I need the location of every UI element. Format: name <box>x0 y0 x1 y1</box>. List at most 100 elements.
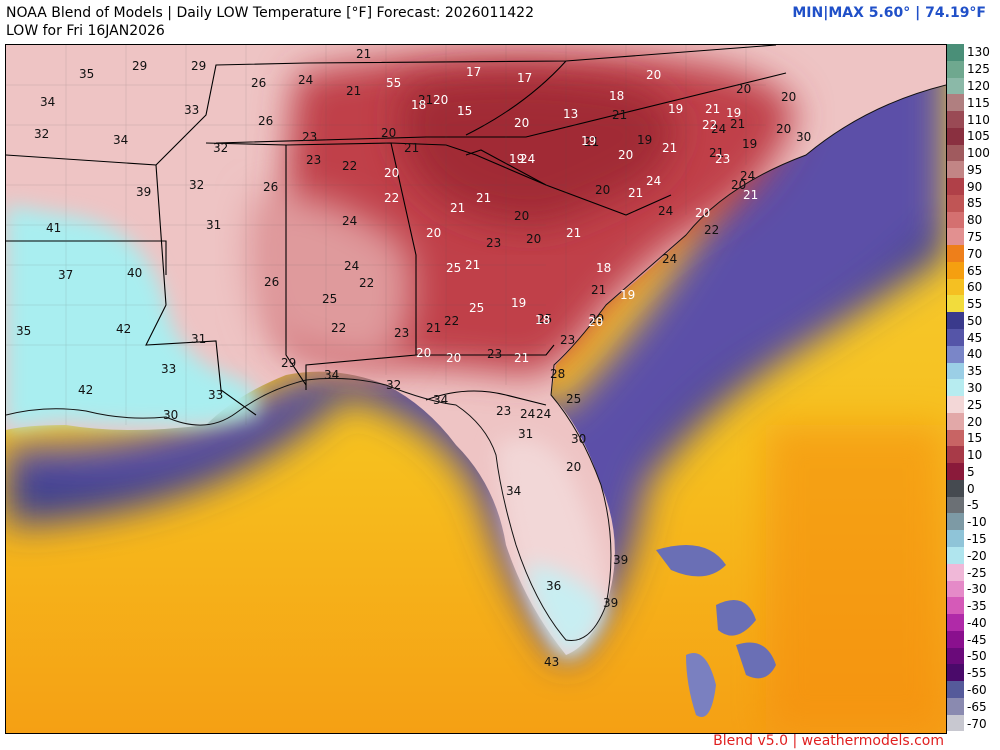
temperature-value: 19 <box>637 133 652 147</box>
scale-swatch <box>947 681 964 698</box>
temperature-value: 18 <box>609 89 624 103</box>
color-scale: 130 125 120 115 110 105 100 95 90 85 80 75 70 65 60 55 5… <box>947 44 1000 732</box>
scale-label: 5 <box>967 464 975 479</box>
scale-label: -35 <box>967 599 987 614</box>
scale-label: 20 <box>967 414 983 429</box>
temperature-value: 21 <box>612 108 627 122</box>
scale-swatch <box>947 597 964 615</box>
scale-label: 25 <box>967 397 983 412</box>
map-canvas: 21 29 29 35 34 33 32 34 39 41 37 40 35 42 42 33 30 31 31 32… <box>6 45 946 733</box>
temperature-value: 20 <box>514 116 529 130</box>
scale-swatch <box>947 345 964 363</box>
scale-label: 80 <box>967 213 983 228</box>
scale-swatch <box>947 446 964 464</box>
islands <box>656 545 776 717</box>
scale-swatch <box>947 261 964 279</box>
temperature-value: 31 <box>206 218 221 232</box>
scale-swatch <box>947 563 964 581</box>
scale-label: -10 <box>967 515 987 530</box>
temperature-value: 43 <box>544 655 559 669</box>
coastlines <box>6 84 946 642</box>
temperature-value: 20 <box>566 460 581 474</box>
temperature-value: 30 <box>796 130 811 144</box>
temperature-value: 24 <box>646 174 661 188</box>
color-scale-bar <box>947 44 964 732</box>
temperature-value: 42 <box>78 383 93 397</box>
temperature-value: 21 <box>662 141 677 155</box>
credit-text: Blend v5.0 | weathermodels.com <box>713 733 944 749</box>
temperature-value: 21 <box>476 191 491 205</box>
temperature-value: 25 <box>537 312 552 326</box>
scale-swatch <box>947 530 964 547</box>
scale-swatch <box>947 412 964 430</box>
temperature-value: 26 <box>263 180 278 194</box>
scale-swatch <box>947 697 964 715</box>
scale-label: -55 <box>967 666 987 681</box>
temperature-value: 32 <box>386 378 401 392</box>
scale-label: 10 <box>967 448 983 463</box>
temperature-value: 21 <box>584 135 599 149</box>
scale-swatch <box>947 513 964 531</box>
temperature-value: 19 <box>509 152 524 166</box>
temperature-value: 25 <box>566 392 581 406</box>
temperature-value: 20 <box>446 351 461 365</box>
scale-label: 30 <box>967 381 983 395</box>
scale-label: 100 <box>967 146 990 161</box>
temperature-value: 20 <box>514 209 529 223</box>
scale-label: -5 <box>967 498 979 513</box>
scale-label: 130 <box>967 45 990 60</box>
scale-label: -25 <box>967 565 987 580</box>
scale-label: -60 <box>967 683 987 698</box>
scale-swatch <box>947 496 964 514</box>
scale-label: 120 <box>967 78 990 93</box>
scale-label: 55 <box>967 297 983 312</box>
scale-swatch <box>947 546 964 564</box>
scale-label: 75 <box>967 229 983 244</box>
scale-swatch <box>947 77 964 95</box>
scale-label: 85 <box>967 196 983 211</box>
temperature-value: 30 <box>571 432 586 446</box>
scale-swatch <box>947 161 964 179</box>
temperature-value: 21 <box>418 93 433 107</box>
temperature-value: 22 <box>331 321 346 335</box>
scale-swatch <box>947 194 964 212</box>
temperature-value: 32 <box>34 127 49 141</box>
scale-label: -40 <box>967 615 987 630</box>
county-lines <box>6 45 766 425</box>
land-mass <box>6 45 946 657</box>
temperature-value: 21 <box>404 141 419 155</box>
temperature-value: 23 <box>394 326 409 340</box>
temperature-value: 42 <box>116 322 131 336</box>
temperature-value: 21 <box>514 351 529 365</box>
temperature-value: 21 <box>426 321 441 335</box>
temperature-value: 34 <box>40 95 55 109</box>
temperature-value: 24 <box>536 407 551 421</box>
temperature-map: 21 29 29 35 34 33 32 34 39 41 37 40 35 42 42 33 30 31 31 32… <box>5 44 947 734</box>
temperature-value: 18 <box>411 98 426 112</box>
temperature-value: 29 <box>132 59 147 73</box>
min-max-readout: MIN|MAX 5.60° | 74.19°F <box>792 5 986 21</box>
scale-swatch <box>947 362 964 380</box>
temperature-value: 21 <box>591 283 606 297</box>
temperature-value: 20 <box>426 226 441 240</box>
temperature-value: 21 <box>730 117 745 131</box>
temperature-value: 18 <box>596 261 611 275</box>
temperature-value: 24 <box>662 252 677 266</box>
temperature-value: 20 <box>433 93 448 107</box>
temperature-value: 21 <box>465 258 480 272</box>
temperature-value: 20 <box>618 148 633 162</box>
temperature-value: 34 <box>324 368 339 382</box>
scale-swatch <box>947 714 964 732</box>
scale-label: 105 <box>967 129 990 144</box>
scale-label: -15 <box>967 532 987 547</box>
scale-swatch <box>947 329 964 346</box>
scale-label: 0 <box>967 481 975 496</box>
temperature-value: 39 <box>613 553 628 567</box>
temperature-value: 13 <box>563 107 578 121</box>
temperature-value: 19 <box>742 137 757 151</box>
scale-label: -30 <box>967 582 987 597</box>
scale-swatch <box>947 111 964 128</box>
temperature-value: 28 <box>550 367 565 381</box>
temperature-value: 20 <box>646 68 661 82</box>
scale-label: 95 <box>967 162 983 177</box>
